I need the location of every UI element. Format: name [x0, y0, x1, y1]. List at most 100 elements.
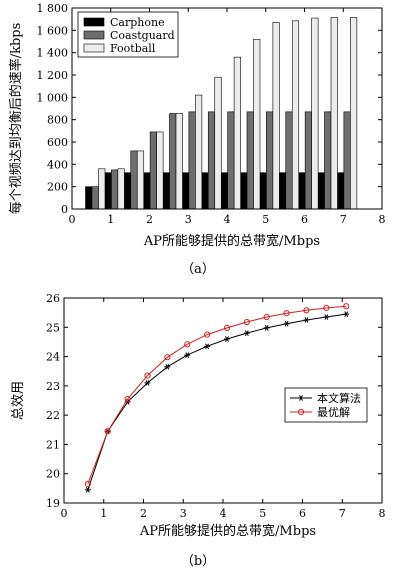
- x-tick-labels: 0 1 2 3 4 5 6 7 8: [69, 8, 386, 226]
- x-tick-label: 0: [69, 213, 76, 226]
- data-point-circle: [243, 318, 250, 326]
- y-tick-label: 0: [61, 203, 68, 216]
- bar-football: [195, 94, 203, 210]
- bar-carphone: [278, 172, 287, 210]
- y-tick-label: 26: [46, 292, 60, 305]
- x-tick-label: 2: [140, 507, 147, 520]
- x-tick-label: 4: [220, 507, 227, 520]
- bar-carphone: [317, 172, 325, 210]
- legend-swatch: [83, 43, 105, 53]
- bar-football: [330, 17, 338, 210]
- bar-football: [272, 22, 280, 210]
- star-marker-stroke: [185, 352, 190, 358]
- star-marker-stroke: [85, 486, 90, 493]
- bar-football: [350, 17, 358, 210]
- x-tick-label: 7: [339, 507, 346, 520]
- x-tick-label: 6: [299, 507, 306, 520]
- data-point-circle: [104, 428, 111, 435]
- bar-coastguard: [149, 131, 157, 210]
- star-marker-stroke: [205, 343, 210, 350]
- bar-carphone: [162, 172, 170, 210]
- legend-marker: [297, 408, 305, 416]
- data-point-star: [323, 314, 330, 320]
- star-marker-stroke: [165, 363, 170, 370]
- y-tick-label: 1 600: [37, 24, 69, 37]
- bar-coastguard: [246, 111, 254, 210]
- star-marker-stroke: [225, 336, 229, 342]
- x-axis-title: AP所能够提供的总带宽/Mbps: [139, 523, 316, 539]
- bar-coastguard: [169, 113, 177, 210]
- x-tick-label: 8: [379, 507, 386, 520]
- legend-box: [284, 387, 368, 423]
- plot-frame: [71, 7, 383, 210]
- y-tick-labels: 19 20 21 22 23 24 25 26: [46, 292, 382, 510]
- bar-football: [117, 168, 125, 210]
- y-tick-label: 19: [46, 497, 60, 510]
- bar-carphone: [182, 172, 190, 210]
- x-axis-title: AP所能够提供的总带宽/Mbps: [143, 233, 320, 249]
- bar-football: [136, 150, 145, 210]
- data-point-star: [243, 330, 250, 336]
- bar-carphone: [220, 172, 228, 210]
- data-point-star: [144, 380, 151, 386]
- bar-carphone: [201, 172, 209, 210]
- data-point-star: [343, 311, 350, 317]
- x-tick-label: 5: [262, 213, 269, 226]
- x-tick-label: 8: [379, 213, 386, 226]
- y-tick-label: 25: [46, 321, 60, 334]
- y-axis-title: 每个视频达到均衡后的速率/kbps: [8, 23, 24, 215]
- series-line: [87, 313, 347, 490]
- y-tick-label: 1 000: [37, 91, 69, 104]
- bar-series-group: [85, 17, 358, 210]
- star-marker-stroke: [244, 330, 249, 336]
- legend-swatch: [83, 30, 105, 40]
- bar-carphone: [143, 172, 151, 210]
- data-point-star: [184, 352, 191, 358]
- bar-coastguard: [91, 186, 99, 210]
- y-tick-label: 200: [47, 181, 68, 194]
- data-point-circle: [144, 372, 151, 379]
- x-tick-label: 0: [61, 507, 68, 520]
- data-point-star: [303, 317, 310, 323]
- bar-coastguard: [188, 111, 196, 210]
- legend-swatch: [83, 17, 105, 27]
- figure-caption: （a）: [181, 262, 215, 277]
- data-point-circle: [184, 341, 191, 348]
- bar-coastguard: [304, 111, 312, 210]
- legend-marker: [298, 395, 304, 401]
- star-marker-stroke: [304, 317, 309, 323]
- x-tick-label: 5: [259, 507, 266, 520]
- data-point-circle: [283, 310, 290, 317]
- star-marker-stroke: [145, 380, 150, 386]
- star-marker-stroke: [264, 325, 269, 331]
- data-point-circle: [84, 480, 91, 488]
- bar-football: [253, 38, 261, 210]
- y-tick-label: 1 800: [37, 2, 69, 15]
- data-point-star: [164, 363, 171, 370]
- x-tick-label: 4: [224, 213, 231, 226]
- data-point-circle: [263, 313, 270, 321]
- data-point-star: [263, 325, 270, 331]
- legend-label: 最优解: [317, 405, 350, 419]
- legend-label: 本文算法: [317, 391, 361, 405]
- y-tick-label: 23: [46, 380, 60, 393]
- legend-label: Carphone: [110, 16, 165, 29]
- bar-football: [233, 56, 241, 210]
- legend-label: Football: [110, 42, 156, 55]
- data-point-circle: [164, 354, 171, 361]
- data-point-circle: [124, 395, 131, 403]
- data-point-circle: [343, 303, 350, 310]
- x-tick-label: 2: [146, 213, 153, 226]
- data-point-circle: [323, 304, 330, 312]
- y-tick-label: 20: [46, 468, 60, 481]
- bar-coastguard: [266, 111, 274, 210]
- y-tick-label: 21: [46, 438, 60, 451]
- bar-football: [156, 131, 164, 210]
- y-tick-label: 400: [47, 158, 68, 171]
- y-tick-label: 1 400: [37, 47, 69, 60]
- x-tick-label: 6: [301, 213, 308, 226]
- y-tick-label: 1 200: [37, 69, 69, 82]
